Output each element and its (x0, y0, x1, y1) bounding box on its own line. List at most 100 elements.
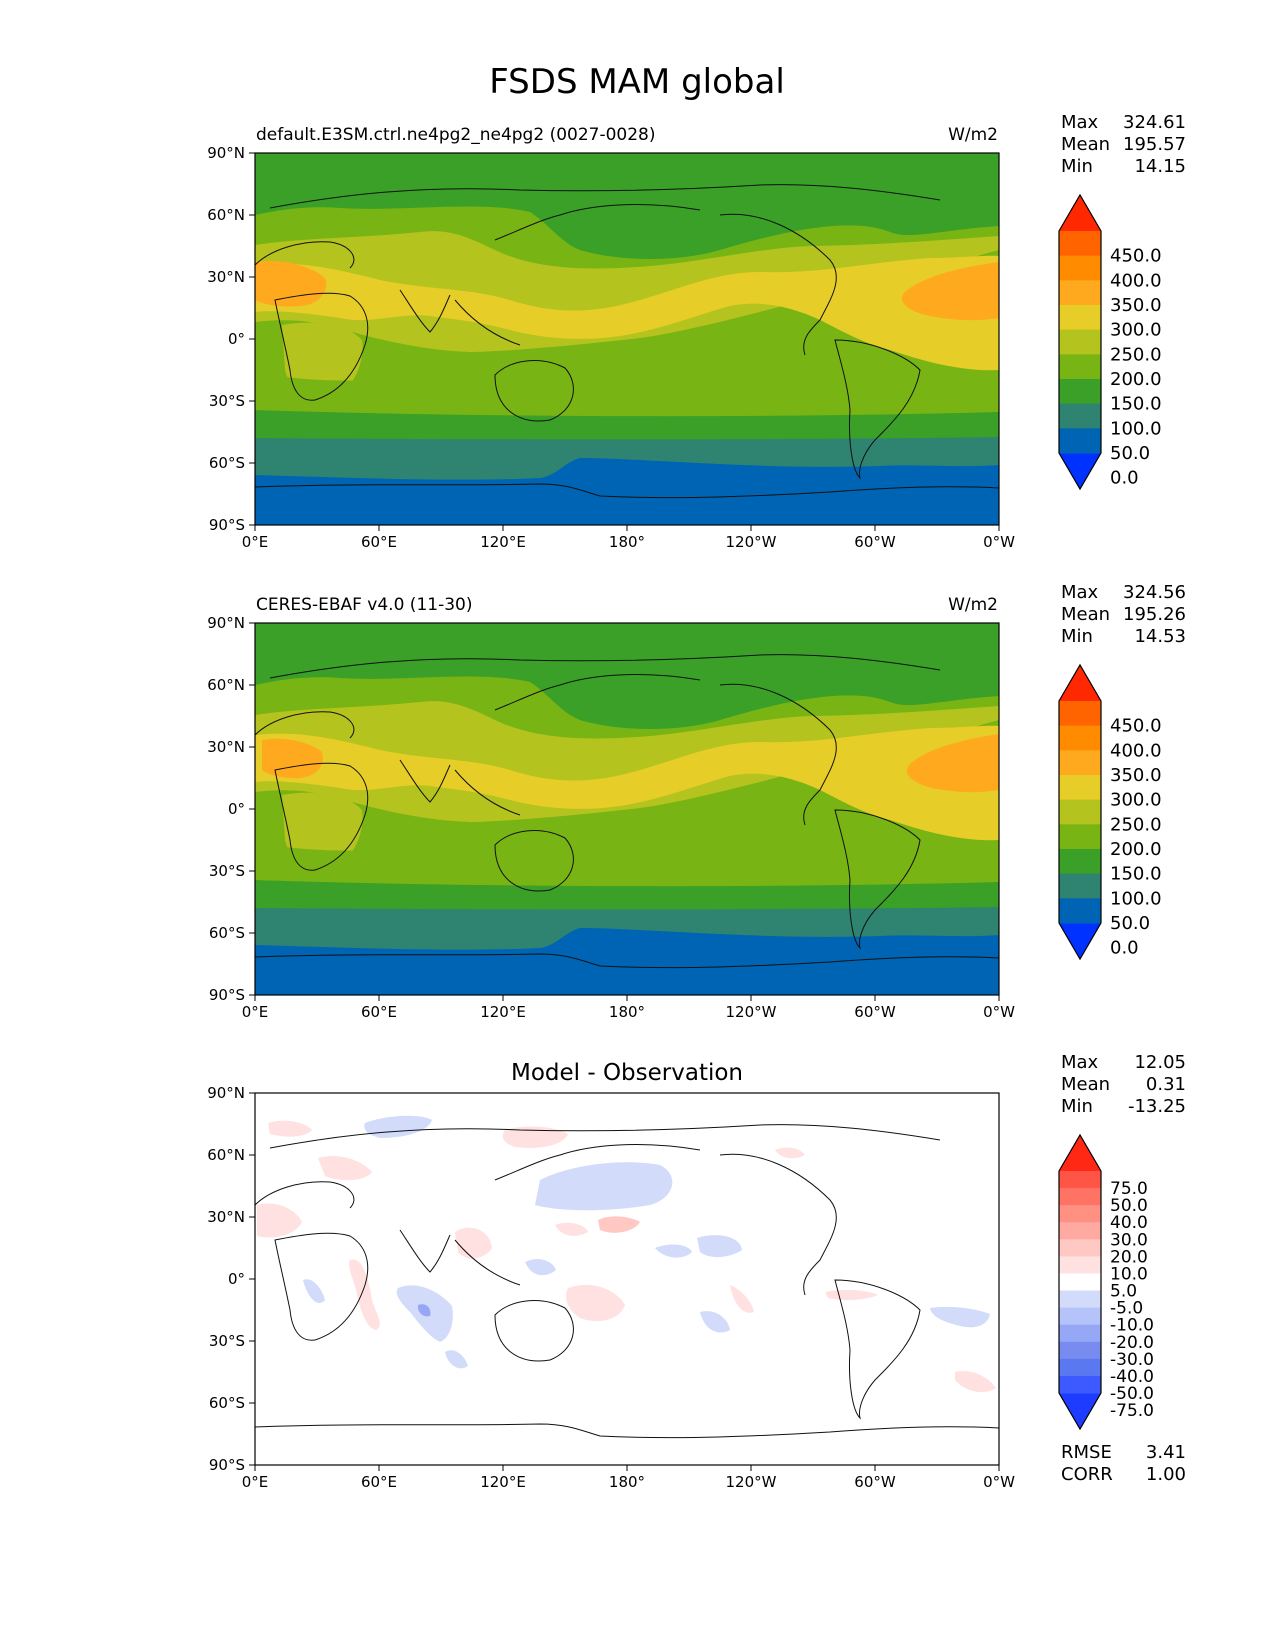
colorbar-bin (1059, 1341, 1101, 1360)
stat-value: -13.25 (1128, 1096, 1186, 1117)
lat-tick-label: 60°N (207, 1146, 245, 1164)
lat-tick-label: 90°S (209, 1456, 245, 1474)
coast-antarctica (255, 953, 999, 969)
coast-south-america (834, 1279, 921, 1420)
colorbar-bin (1059, 799, 1101, 825)
band-nh-mid (255, 701, 999, 822)
coast-eurasia-east (494, 204, 701, 241)
lon-tick-label: 60°W (854, 1003, 896, 1021)
panel-obs-units: W/m2 (948, 595, 998, 615)
anomaly-neg (445, 1350, 468, 1369)
coast-south-america (834, 809, 921, 950)
coastlines (255, 184, 999, 499)
colorbar-extend-max (1059, 195, 1101, 231)
colorbar-label: -5.0 (1110, 1299, 1143, 1319)
colorbar-label: 450.0 (1110, 246, 1162, 267)
colorbar-label: 100.0 (1110, 888, 1162, 909)
colorbar-bin (1059, 1290, 1101, 1309)
band-antarctic (255, 928, 999, 995)
panel-model-units: W/m2 (948, 125, 998, 145)
colorbar-bin (1059, 750, 1101, 776)
band-antarctic (255, 458, 999, 525)
lat-tick-label: 90°N (207, 144, 245, 162)
patch-sahara (262, 738, 324, 779)
lon-tick-label: 120°W (726, 1003, 777, 1021)
colorbar-bin (1059, 1358, 1101, 1377)
colorbar-bin (1059, 403, 1101, 429)
colorbar-label: 5.0 (1110, 1282, 1137, 1302)
band-subtropics (255, 255, 999, 371)
colorbar-bin (1059, 1324, 1101, 1343)
anomaly-pos (566, 1284, 625, 1322)
anomaly-neg (417, 1304, 431, 1317)
colorbar-bin (1059, 354, 1101, 380)
coast-se-asia (454, 769, 521, 816)
colorbar-label: -30.0 (1110, 1350, 1154, 1370)
colorbar-label: -20.0 (1110, 1333, 1154, 1353)
band-sh-mid (255, 351, 999, 410)
colorbar-label: 10.0 (1110, 1264, 1148, 1284)
colorbar-bin (1059, 701, 1101, 727)
lon-tick-label: 120°E (480, 533, 526, 551)
colorbar-label: -75.0 (1110, 1401, 1154, 1421)
coast-arctic (269, 654, 941, 679)
colorbar-label: 350.0 (1110, 765, 1162, 786)
colorbar-bin (1059, 305, 1101, 331)
colorbar-label: 350.0 (1110, 295, 1162, 316)
colorbar-bin (1059, 1171, 1101, 1189)
lat-tick-label: 0° (228, 330, 245, 348)
map-diff (255, 1093, 999, 1465)
lat-tick-label: 30°S (209, 862, 245, 880)
colorbar-label: 20.0 (1110, 1247, 1148, 1267)
colorbar-label: 100.0 (1110, 418, 1162, 439)
stat-label: Min (1061, 156, 1093, 177)
lon-tick-label: 120°E (480, 1473, 526, 1491)
map-model (255, 153, 999, 525)
band-sh-green (255, 880, 999, 913)
lon-tick-label: 120°W (726, 533, 777, 551)
patch-atlantic (901, 262, 999, 321)
anomaly-pos (775, 1147, 805, 1159)
colorbar-bin (1059, 1256, 1101, 1274)
band-nh-high (255, 153, 999, 259)
lon-tick-label: 0°E (242, 1003, 269, 1021)
coast-india (399, 759, 451, 803)
stat-label: Mean (1061, 134, 1110, 155)
anomaly-pos (955, 1370, 996, 1393)
lon-tick-label: 180° (609, 1473, 645, 1491)
colorbar-bin (1059, 280, 1101, 306)
coast-india (399, 1229, 451, 1273)
colorbar-label: -50.0 (1110, 1384, 1154, 1404)
anomaly-pos (318, 1155, 372, 1181)
coast-arctic (269, 184, 941, 209)
anomaly-neg (535, 1162, 673, 1211)
colorbar-label: 400.0 (1110, 740, 1162, 761)
colorbar-label: 0.0 (1110, 938, 1139, 959)
colorbar-label: 400.0 (1110, 270, 1162, 291)
lat-tick-label: 60°S (209, 454, 245, 472)
coast-antarctica (255, 483, 999, 499)
colorbar-bin (1059, 428, 1101, 454)
colorbar-bin (1059, 849, 1101, 875)
colorbar-label: 450.0 (1110, 716, 1162, 737)
coast-north-america (719, 213, 837, 356)
coast-africa (274, 1232, 369, 1341)
panel-model-title: default.E3SM.ctrl.ne4pg2_ne4pg2 (0027-00… (256, 125, 656, 145)
colorbar-extend-max (1059, 665, 1101, 701)
band-subtropics (255, 725, 999, 841)
colorbar-label: 50.0 (1110, 443, 1150, 464)
coastlines (255, 654, 999, 969)
stat-value: 14.53 (1134, 626, 1186, 647)
coast-europe (255, 1181, 355, 1209)
colorbar-bin (1059, 873, 1101, 899)
metric-label: RMSE (1061, 1442, 1112, 1463)
anomaly-pos (555, 1222, 588, 1236)
colorbar-label: 200.0 (1110, 369, 1162, 390)
colorbar-label: 0.0 (1110, 468, 1139, 489)
colorbar-bin (1059, 1222, 1101, 1240)
anomaly-neg (930, 1306, 990, 1328)
coastlines (255, 1124, 999, 1439)
colorbar-label: 300.0 (1110, 790, 1162, 811)
lon-tick-label: 60°E (361, 1003, 397, 1021)
colorbar-label: 250.0 (1110, 814, 1162, 835)
